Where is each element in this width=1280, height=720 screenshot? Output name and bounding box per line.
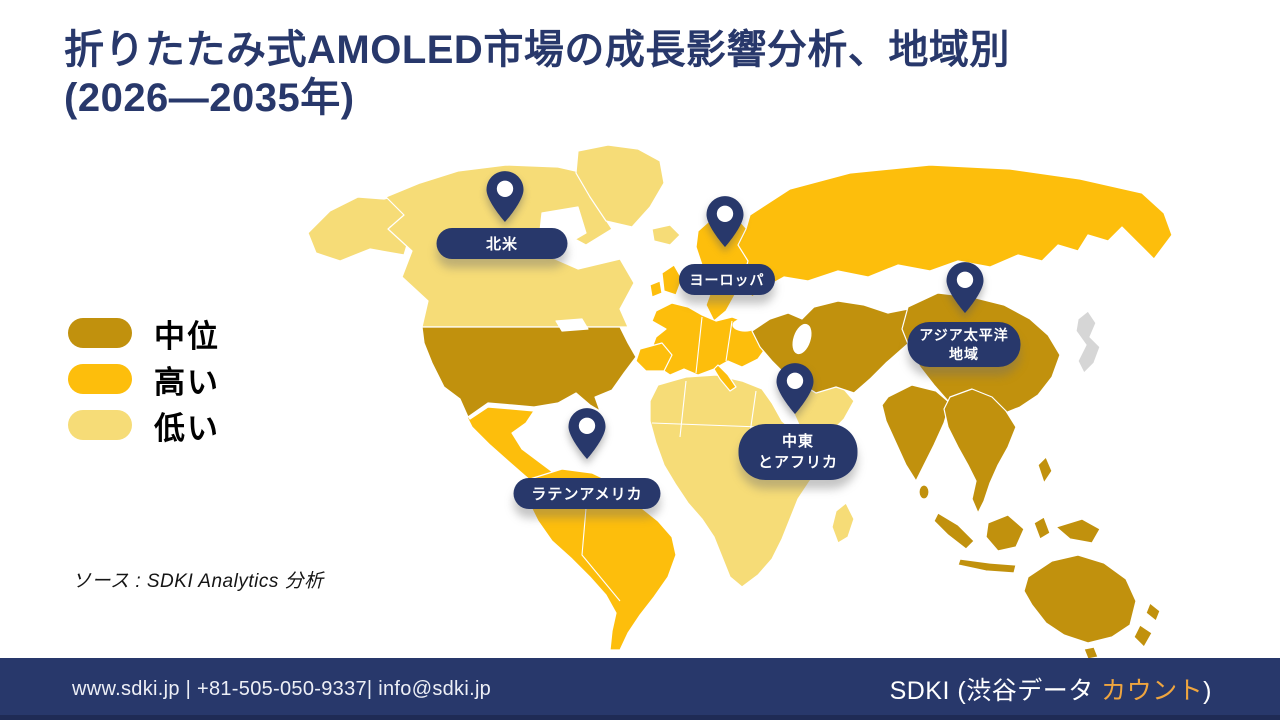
world-map-svg [307, 144, 1173, 660]
legend-swatch-low [68, 410, 132, 440]
region-sri-lanka [918, 484, 930, 500]
source-note: ソース : SDKI Analytics 分析 [72, 571, 324, 592]
map-label-text: ラテンアメリカ [531, 486, 643, 503]
location-pin-icon [706, 196, 744, 247]
map-label-asia-pacific: アジア太平洋 地域 [907, 322, 1021, 367]
location-pin-icon [776, 363, 814, 414]
caspian-sea-water [792, 323, 812, 355]
legend-label-mid: 中位 [154, 318, 220, 354]
region-africa [649, 374, 851, 588]
country-border-lines [581, 316, 761, 602]
location-pin-icon [486, 171, 524, 222]
map-label-latin-america: ラテンアメリカ [513, 478, 661, 509]
legend: 中位 高い 低い [68, 318, 220, 456]
map-label-text: アジア太平洋 [919, 326, 1009, 343]
page-title-line1: 折りたたみ式AMOLED市場の成長影響分析、地域別 [64, 28, 1010, 72]
legend-item-low: 低い [68, 410, 220, 446]
region-australia [1023, 554, 1137, 644]
location-pin-icon [946, 262, 984, 313]
region-new-zealand-north [1145, 602, 1161, 622]
location-pin-icon [568, 408, 606, 459]
region-italy [713, 364, 737, 392]
map-pin-europe [706, 196, 744, 247]
page-title: 折りたたみ式AMOLED市場の成長影響分析、地域別 (2026—2035年) [64, 26, 1064, 122]
region-iberia [635, 342, 673, 372]
map-pin-middle-east-africa [776, 363, 814, 414]
footer-brand-suffix: ) [1203, 677, 1212, 705]
map-label-europe: ヨーロッパ [679, 264, 775, 295]
map-label-middle-east-africa: 中東 とアフリカ [738, 424, 858, 480]
region-philippines [1037, 456, 1053, 484]
region-new-guinea [1055, 518, 1101, 544]
map-pin-north-america [486, 171, 524, 222]
map-pin-asia-pacific [946, 262, 984, 313]
footer: www.sdki.jp | +81-505-050-9337| info@sdk… [0, 658, 1280, 720]
legend-item-mid: 中位 [68, 318, 220, 354]
region-borneo [985, 514, 1025, 552]
legend-label-low: 低い [154, 410, 220, 446]
region-india [881, 384, 951, 482]
footer-brand-accent: カウント [1101, 677, 1204, 705]
footer-contact: www.sdki.jp | +81-505-050-9337| info@sdk… [72, 677, 492, 700]
black-sea-water [732, 318, 758, 332]
footer-brand-prefix: SDKI (渋谷データ [889, 677, 1102, 705]
footer-brand: SDKI (渋谷データ カウント) [890, 671, 1212, 707]
legend-item-high: 高い [68, 364, 220, 400]
world-map [290, 135, 1240, 660]
legend-swatch-high [68, 364, 132, 394]
map-label-north-america: 北米 [436, 228, 568, 259]
legend-label-high: 高い [154, 364, 220, 400]
region-sumatra [933, 512, 975, 550]
region-japan [1075, 310, 1101, 374]
region-new-zealand-south [1133, 624, 1153, 648]
region-tasmania [1083, 646, 1099, 660]
region-ireland [649, 280, 663, 298]
map-label-text: 中東 [781, 433, 814, 450]
map-label-text: 地域 [949, 345, 979, 362]
map-label-text: 北米 [485, 236, 518, 253]
region-madagascar [831, 502, 855, 544]
map-pin-latin-america [568, 408, 606, 459]
map-label-text: ヨーロッパ [689, 271, 765, 288]
region-java [957, 558, 1017, 574]
region-iceland [651, 224, 681, 246]
page-title-line2: (2026—2035年) [64, 76, 355, 120]
map-label-text: とアフリカ [757, 454, 838, 471]
region-usa [421, 326, 637, 418]
legend-swatch-mid [68, 318, 132, 348]
great-lakes-water [555, 318, 589, 332]
region-greenland [575, 144, 665, 228]
region-united-kingdom [661, 264, 683, 296]
region-sulawesi [1033, 516, 1051, 540]
region-southeast-asia [943, 388, 1017, 514]
